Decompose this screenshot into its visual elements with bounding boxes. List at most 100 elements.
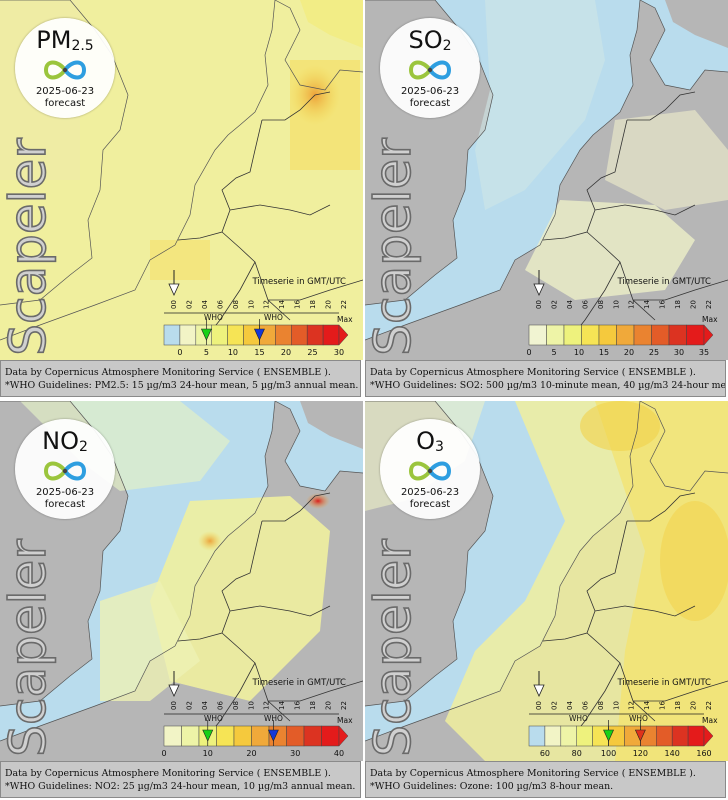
who-marker-icon	[202, 729, 214, 742]
pollutant-title: NO2	[15, 427, 115, 455]
legend-max-label: Max	[337, 315, 353, 324]
pollutant-title: SO2	[380, 26, 480, 54]
hour-label: 08	[232, 701, 240, 710]
pollutant-subscript: 3	[434, 439, 444, 455]
legend-swatch	[528, 725, 546, 747]
forecast-label: forecast	[44, 499, 86, 510]
legend-max-label: Max	[702, 716, 718, 725]
hour-label: 08	[232, 300, 240, 309]
legend-tick-label: 15	[599, 348, 609, 357]
pollutant-subscript: 2	[78, 439, 88, 455]
hour-label: 02	[185, 701, 193, 710]
time-marker-icon[interactable]	[168, 283, 180, 296]
pollutant-title: O3	[380, 427, 480, 455]
legend-swatch	[163, 324, 181, 346]
pollutant-title: PM2.5	[15, 26, 115, 54]
legend-tick-label: 80	[572, 749, 582, 758]
pollutant-badge: O3 2025-06-23 forecast	[380, 419, 480, 519]
hour-label: 22	[705, 300, 713, 309]
forecast-label: forecast	[409, 499, 451, 510]
legend-tick-label: 100	[601, 749, 616, 758]
pollutant-subscript: 2	[442, 38, 452, 54]
caption-source: Data by Copernicus Atmosphere Monitoring…	[5, 768, 331, 779]
legend-swatch	[563, 324, 582, 346]
legend-tick-label: 0	[526, 348, 531, 357]
legend-max-arrow	[338, 324, 349, 346]
hour-label: 12	[628, 300, 636, 309]
panel-so2: Scapeler SO2 2025-06-23 forecast Timeserie i…	[365, 0, 728, 399]
panel-pm25: Scapeler PM2.5 2025-06-23 forecast Timeserie…	[0, 0, 363, 399]
legend-scale: Timeserie in GMT/UTC 00 02 04 06 08 10 12 14 16 18…	[521, 671, 721, 761]
hour-label: 02	[550, 300, 558, 309]
legend-tick-label: 20	[246, 749, 256, 758]
hour-label: 00	[170, 300, 178, 309]
caption-who-guidelines: *WHO Guidelines: NO2: 25 µg/m3 24-hour m…	[5, 781, 356, 792]
map-o3	[365, 401, 728, 761]
hour-label: 06	[216, 701, 224, 710]
who-marker-icon	[253, 328, 265, 341]
caption-box: Data by Copernicus Atmosphere Monitoring…	[0, 761, 361, 798]
legend-tick-label: 30	[674, 348, 684, 357]
legend-tick-label: 30	[290, 749, 300, 758]
legend-swatch	[291, 324, 308, 346]
forecast-label: forecast	[44, 98, 86, 109]
time-marker-icon[interactable]	[533, 283, 545, 296]
legend-tick-label: 0	[161, 749, 166, 758]
infinity-logo-icon	[43, 60, 87, 80]
legend-swatch	[651, 324, 670, 346]
legend-swatch	[322, 324, 340, 346]
hour-label: 00	[535, 300, 543, 309]
legend-swatch	[303, 725, 322, 747]
caption-source: Data by Copernicus Atmosphere Monitoring…	[370, 367, 696, 378]
legend-swatch	[163, 725, 182, 747]
hour-label: 14	[278, 701, 286, 710]
legend-scale: Timeserie in GMT/UTC 00 02 04 06 08 10 12 14 16 18…	[521, 270, 721, 360]
pollutant-badge: SO2 2025-06-23 forecast	[380, 18, 480, 118]
legend-swatch	[216, 725, 235, 747]
pollutant-name: O	[416, 427, 435, 455]
caption-source: Data by Copernicus Atmosphere Monitoring…	[5, 367, 331, 378]
hour-label: 14	[643, 300, 651, 309]
hour-label: 14	[278, 300, 286, 309]
hour-label: 12	[628, 701, 636, 710]
legend-swatch	[598, 324, 617, 346]
legend-swatch	[616, 324, 635, 346]
legend-tick-label: 15	[254, 348, 264, 357]
panel-no2: Scapeler NO2 2025-06-23 forecast Timeserie i…	[0, 401, 363, 800]
caption-box: Data by Copernicus Atmosphere Monitoring…	[365, 761, 726, 798]
legend-swatch	[544, 725, 562, 747]
legend-tick-label: 40	[334, 749, 344, 758]
legend-tick-label: 10	[203, 749, 213, 758]
legend-swatch	[233, 725, 252, 747]
time-marker-icon[interactable]	[533, 684, 545, 697]
scapeler-watermark: Scapeler	[0, 137, 57, 357]
hour-label: 18	[674, 701, 682, 710]
who-marker-icon	[200, 328, 212, 341]
legend-swatch	[668, 324, 687, 346]
hour-label: 10	[247, 701, 255, 710]
legend-swatch	[576, 725, 593, 747]
legend-tick-label: 20	[281, 348, 291, 357]
timeserie-label: Timeserie in GMT/UTC	[252, 678, 346, 688]
hour-label: 16	[659, 701, 667, 710]
hour-label: 16	[294, 300, 302, 309]
legend-swatch	[286, 725, 305, 747]
legend-swatch	[306, 324, 324, 346]
hour-label: 16	[294, 701, 302, 710]
legend-swatch	[671, 725, 689, 747]
legend-swatch	[633, 324, 652, 346]
hour-label: 18	[674, 300, 682, 309]
infinity-logo-icon	[408, 461, 452, 481]
legend-max-arrow	[703, 324, 714, 346]
legend-swatch	[181, 725, 200, 747]
legend-tick-label: 25	[307, 348, 317, 357]
who-label: WHO	[264, 714, 283, 723]
legend-tick-label: 5	[204, 348, 209, 357]
timeserie-label: Timeserie in GMT/UTC	[252, 277, 346, 287]
caption-box: Data by Copernicus Atmosphere Monitoring…	[0, 360, 361, 397]
time-marker-icon[interactable]	[168, 684, 180, 697]
hour-label: 20	[690, 701, 698, 710]
caption-who-guidelines: *WHO Guidelines: Ozone: 100 µg/m3 8-hour…	[370, 781, 614, 792]
hour-label: 06	[216, 300, 224, 309]
who-label: WHO	[264, 313, 283, 322]
